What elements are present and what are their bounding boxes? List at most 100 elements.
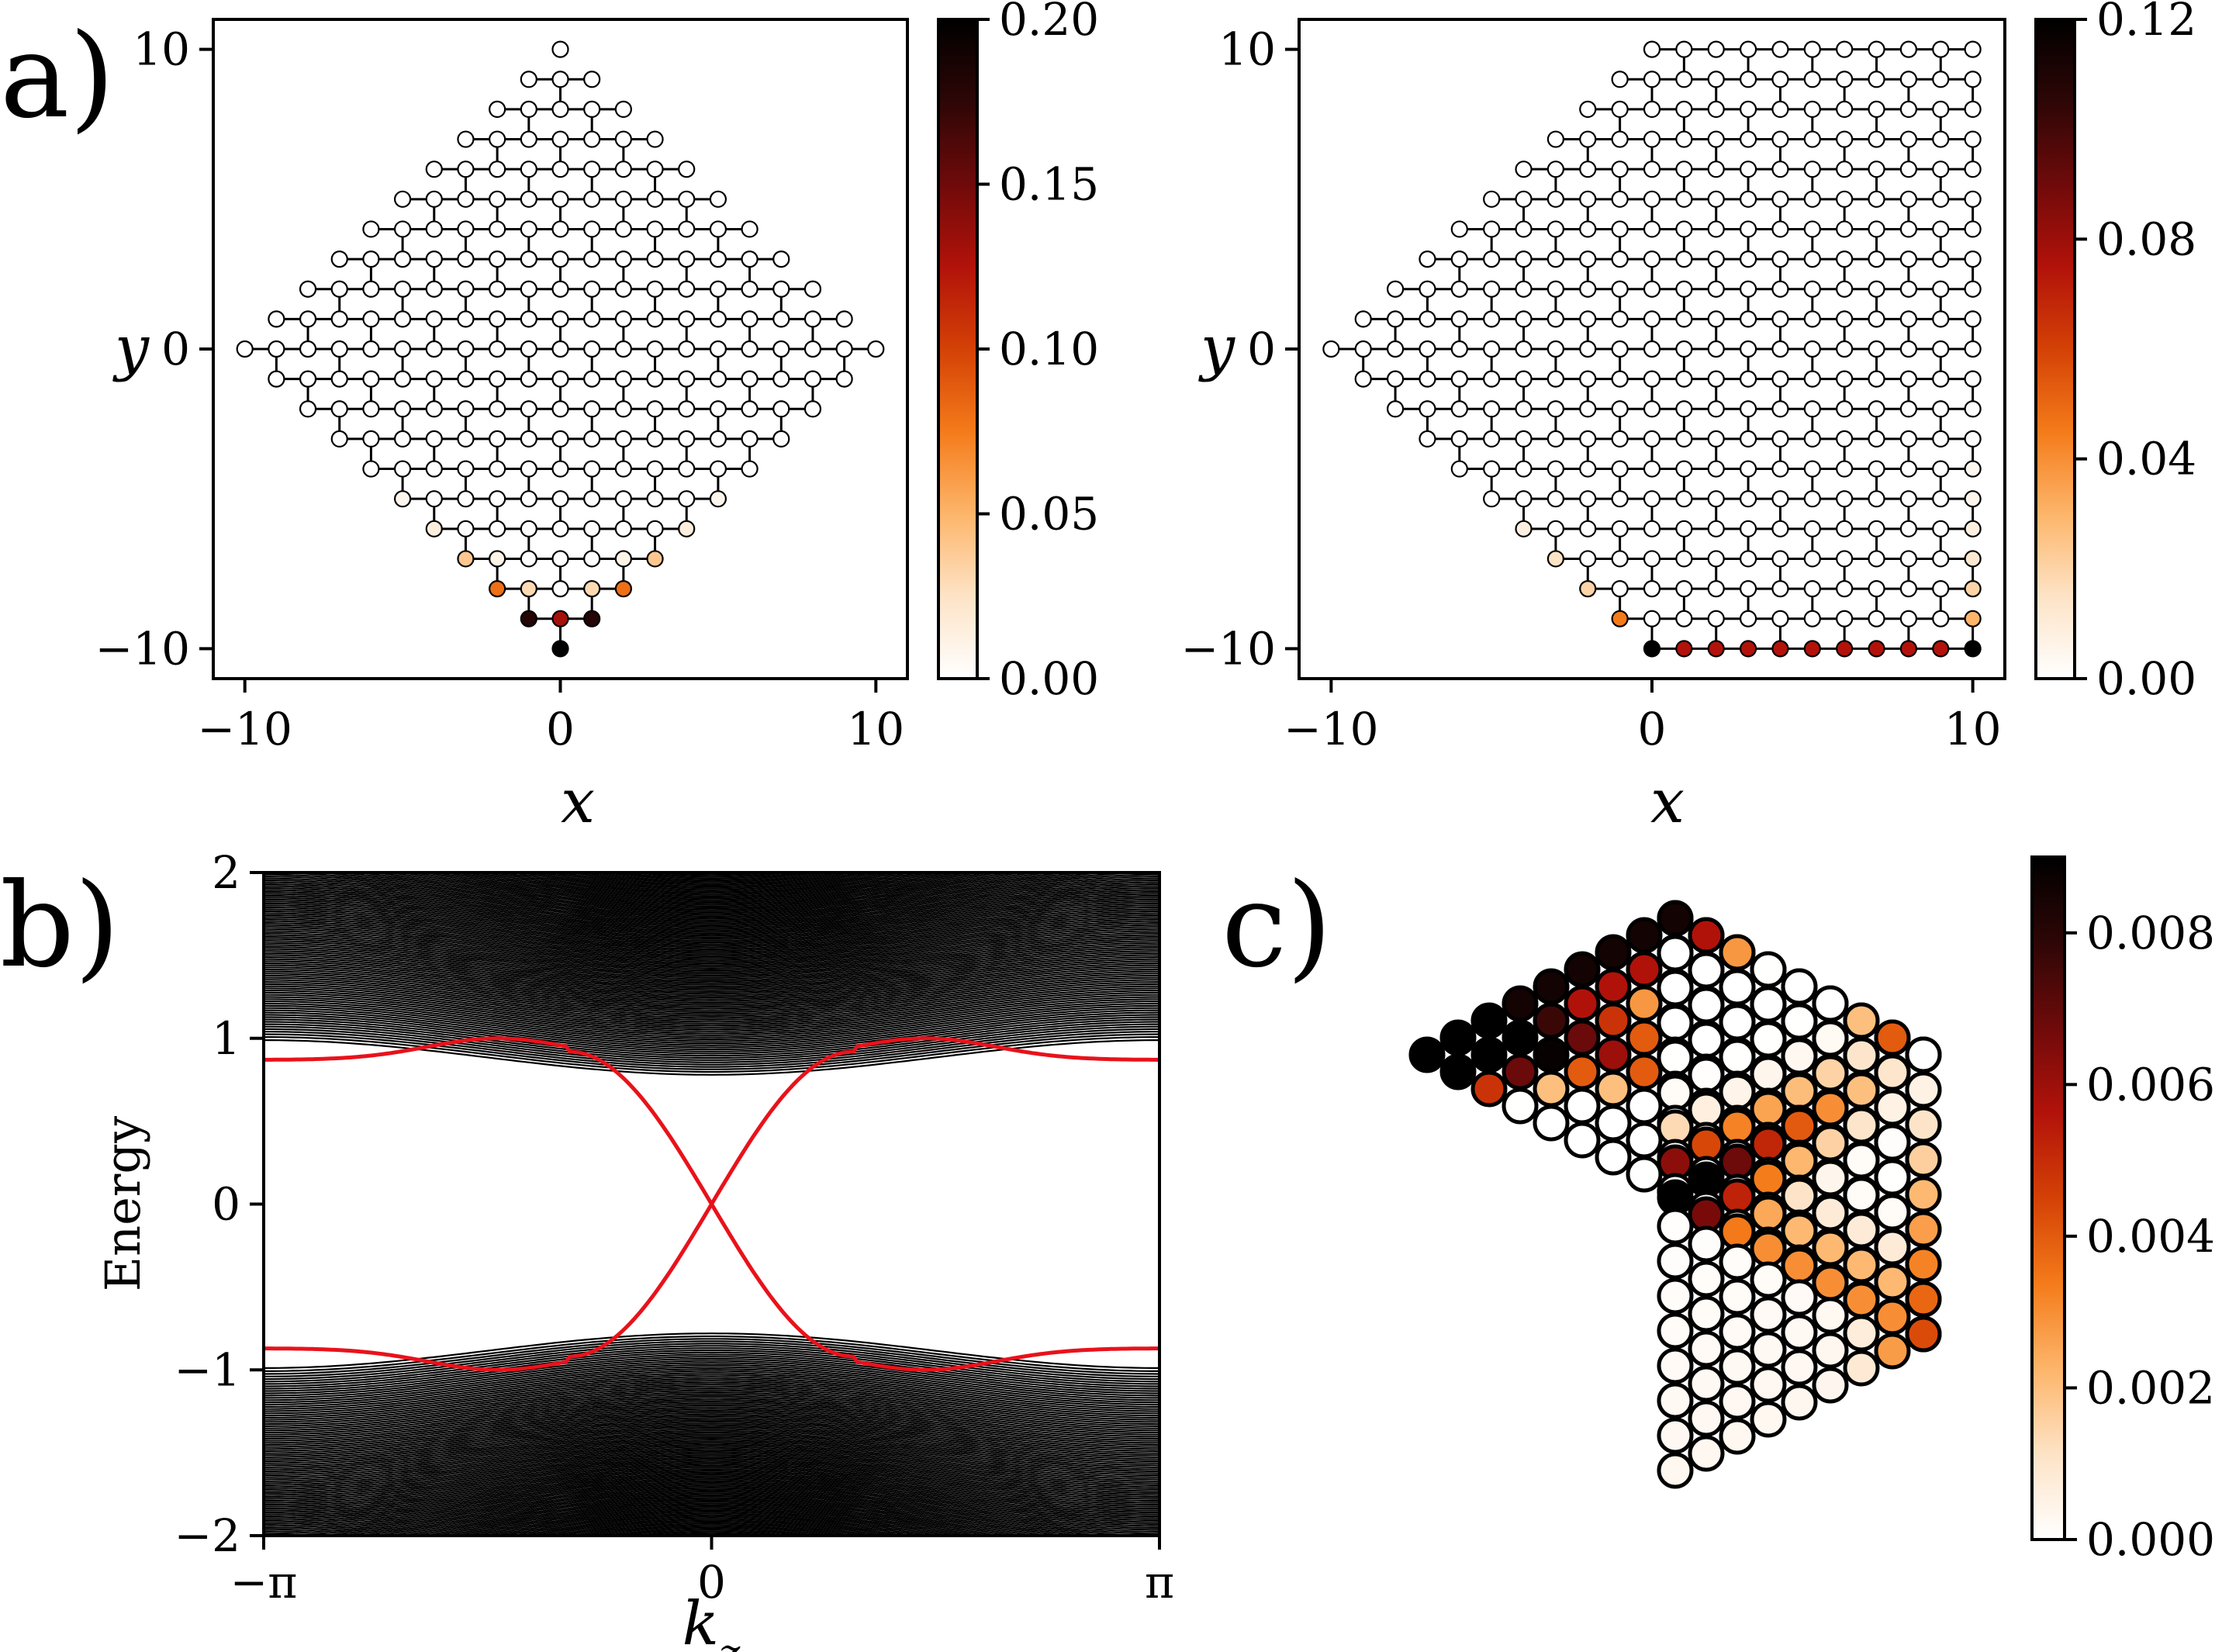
lattice-site bbox=[520, 520, 537, 537]
lattice-site bbox=[1450, 220, 1468, 238]
lattice-site bbox=[1964, 40, 1982, 58]
bulk-band-line bbox=[264, 1001, 1159, 1041]
lattice-site bbox=[1515, 220, 1533, 238]
cube-site bbox=[1595, 1139, 1632, 1176]
bulk-band-line bbox=[264, 1016, 1159, 1055]
bulk-band-line bbox=[264, 1481, 1159, 1535]
lattice-site bbox=[1611, 550, 1629, 568]
lattice-site bbox=[1803, 40, 1821, 58]
cube-site bbox=[1688, 1400, 1725, 1437]
panel-label-c: c) bbox=[1222, 859, 1332, 994]
lattice-site bbox=[583, 460, 601, 478]
lattice-site bbox=[1899, 161, 1918, 178]
lattice-site bbox=[520, 400, 537, 418]
bulk-band-line bbox=[264, 1002, 1159, 1042]
cube-site bbox=[1874, 1054, 1911, 1091]
lattice-site bbox=[393, 280, 412, 298]
bulk-band-line bbox=[264, 767, 1159, 829]
lattice-site bbox=[393, 310, 412, 328]
lattice-site bbox=[362, 250, 380, 268]
lattice-site bbox=[1899, 370, 1918, 388]
cube-site bbox=[1781, 1038, 1818, 1075]
lattice-site bbox=[646, 250, 664, 268]
lattice-site bbox=[1515, 520, 1533, 537]
lattice-site bbox=[1868, 250, 1885, 268]
bulk-band-line bbox=[264, 910, 1159, 959]
lattice-site bbox=[1675, 280, 1693, 298]
bulk-band-line bbox=[264, 1023, 1159, 1061]
cube-site bbox=[1812, 1297, 1849, 1334]
bulk-band-line bbox=[395, 873, 1028, 914]
lattice-site bbox=[1771, 550, 1789, 568]
bulk-band-line bbox=[264, 1436, 1159, 1484]
bulk-band-line bbox=[264, 1404, 1159, 1448]
bulk-band-line bbox=[264, 1393, 1159, 1436]
bulk-band-line bbox=[641, 1532, 782, 1536]
lattice-site bbox=[1803, 280, 1821, 298]
cube-site bbox=[1905, 1176, 1942, 1213]
lattice-site bbox=[646, 280, 664, 298]
cube-site bbox=[1688, 1225, 1725, 1263]
bulk-band-line bbox=[382, 873, 1041, 916]
lattice-site bbox=[425, 460, 443, 478]
lattice-site bbox=[1643, 640, 1661, 658]
lattice-site bbox=[1868, 520, 1885, 537]
lattice-site bbox=[1643, 100, 1661, 119]
cube-site bbox=[1564, 1121, 1601, 1159]
bulk-band-line bbox=[536, 873, 887, 891]
lattice-site bbox=[678, 280, 696, 298]
x-tick-label: −10 bbox=[1284, 703, 1378, 755]
lattice-site bbox=[1611, 220, 1629, 238]
lattice-site bbox=[520, 280, 537, 298]
cube-site bbox=[1874, 1332, 1911, 1370]
bulk-band-line bbox=[408, 873, 1015, 913]
bulk-band-line bbox=[517, 873, 906, 894]
lattice-site bbox=[1707, 370, 1725, 388]
cube-site bbox=[1626, 951, 1663, 988]
cube-site bbox=[1750, 1366, 1787, 1403]
lattice-site bbox=[393, 460, 412, 478]
lattice-site bbox=[1579, 550, 1597, 568]
lattice-site bbox=[646, 460, 664, 478]
bulk-band-line bbox=[662, 873, 761, 875]
lattice-site bbox=[1483, 250, 1501, 268]
bulk-band-line bbox=[351, 873, 1073, 920]
lattice-site bbox=[1643, 610, 1661, 627]
lattice-site bbox=[1643, 490, 1661, 508]
bulk-band-line bbox=[470, 873, 953, 903]
bulk-band-line bbox=[264, 1363, 1159, 1404]
bulk-band-line bbox=[264, 912, 1159, 961]
bulk-band-line bbox=[264, 1406, 1159, 1450]
cube-site bbox=[1812, 1055, 1849, 1092]
lattice-site bbox=[1675, 190, 1693, 208]
y-tick-label: 10 bbox=[1218, 23, 1276, 76]
lattice-site bbox=[646, 310, 664, 328]
lattice-site bbox=[1964, 640, 1982, 658]
lattice-site bbox=[741, 220, 759, 238]
bulk-band-line bbox=[264, 898, 1159, 949]
lattice-site bbox=[1803, 430, 1821, 448]
lattice-site bbox=[1579, 430, 1597, 448]
lattice-site bbox=[741, 280, 759, 298]
cube-site bbox=[1626, 1053, 1663, 1090]
x-axis-label-a-right: x bbox=[1650, 767, 1685, 837]
x-tick-label: 10 bbox=[847, 703, 904, 755]
lattice-site bbox=[1707, 400, 1725, 418]
bulk-band-line bbox=[264, 1362, 1159, 1401]
bulk-band-line bbox=[367, 873, 1056, 918]
lattice-site bbox=[299, 340, 317, 358]
bulk-band-line bbox=[545, 1519, 878, 1536]
cube-site bbox=[1719, 1243, 1756, 1280]
cube-site bbox=[1657, 1004, 1694, 1042]
lattice-site bbox=[1836, 340, 1854, 358]
lattice-site bbox=[835, 310, 853, 328]
lattice-site bbox=[1354, 310, 1372, 328]
cube-site bbox=[1750, 1261, 1787, 1298]
bulk-band-line bbox=[264, 1018, 1159, 1057]
cube-site bbox=[1595, 1104, 1632, 1142]
lattice-site bbox=[614, 520, 632, 537]
lattice-site bbox=[1771, 460, 1789, 478]
lattice-site bbox=[489, 161, 506, 178]
lattice-site bbox=[1803, 71, 1821, 88]
lattice-site bbox=[457, 550, 475, 568]
